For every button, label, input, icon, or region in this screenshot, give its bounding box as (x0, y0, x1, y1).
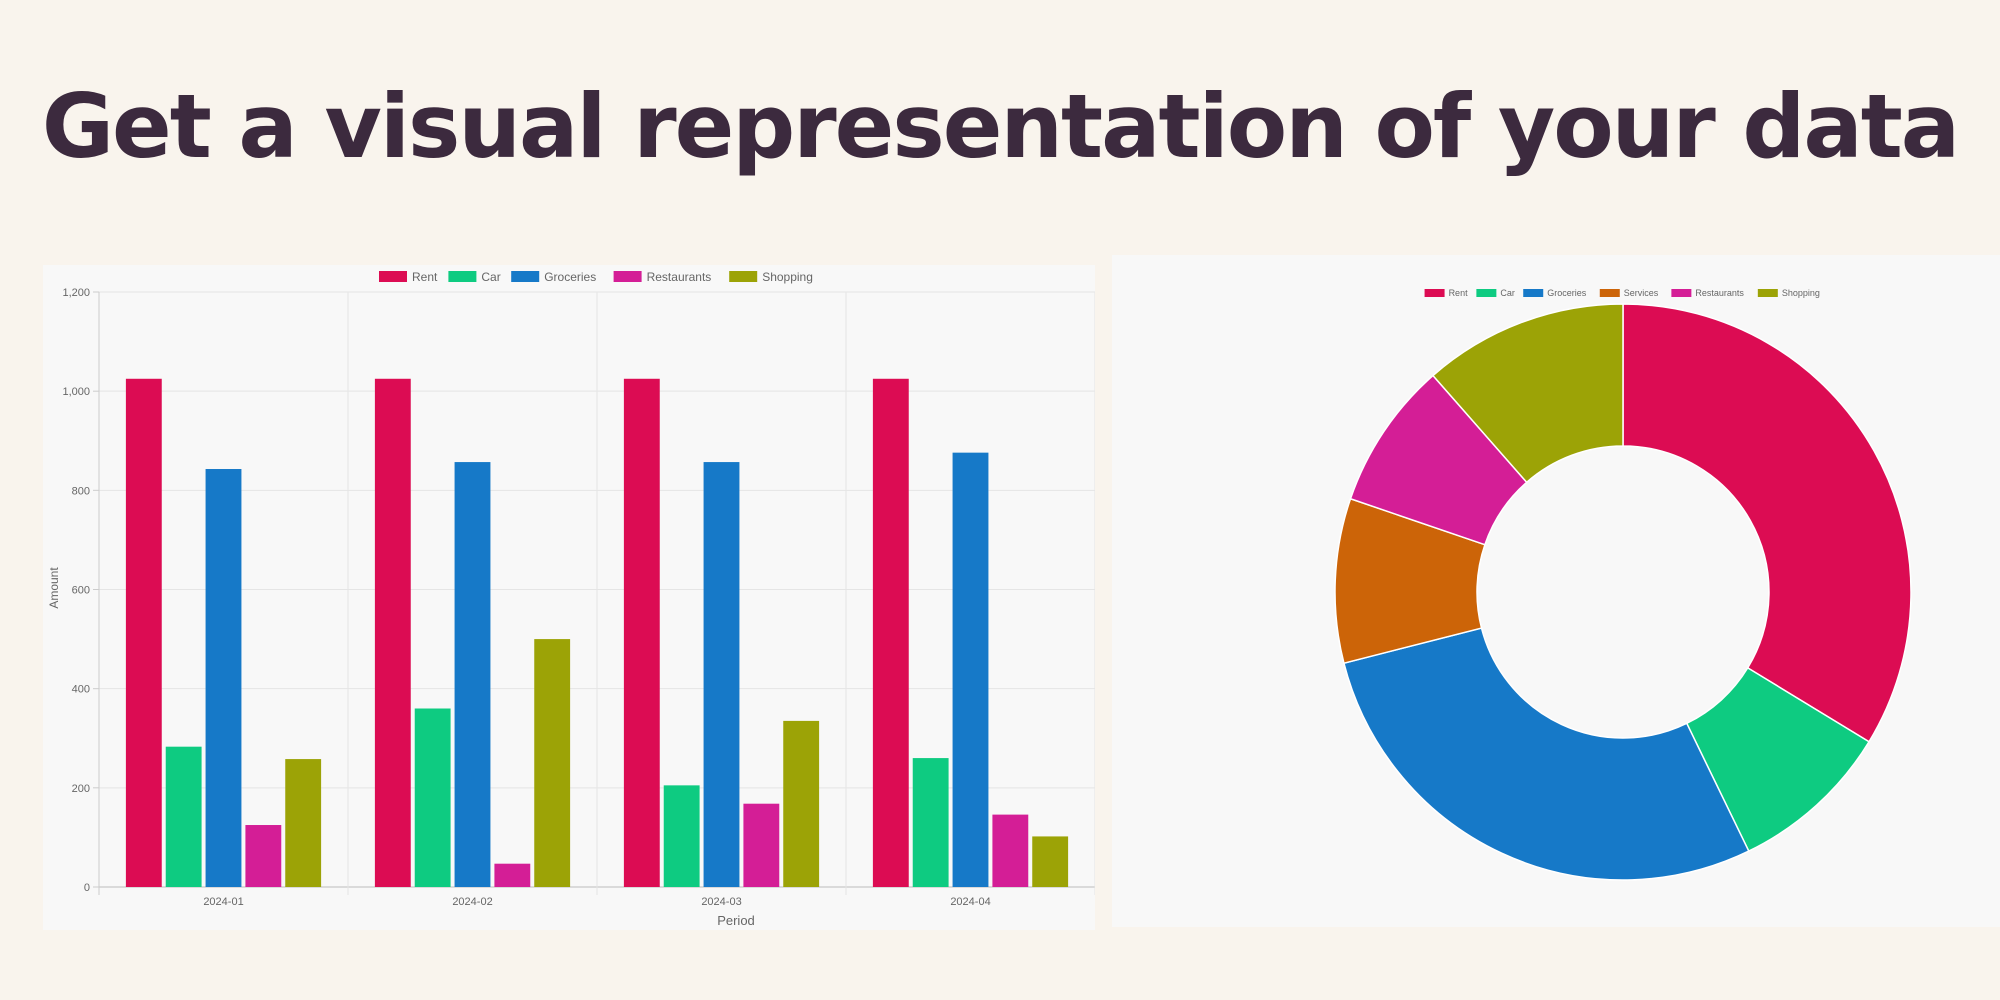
bar-shopping-2024-03 (783, 720, 820, 887)
legend-label-restaurants: Restaurants (647, 270, 712, 284)
bar-chart: 0 200 400 600 800 1,000 1,200 2024-01 2024-02 202… (47, 270, 1095, 928)
bar-chart-panel: 0 200 400 600 800 1,000 1,200 2024-01 2024-02 202… (43, 265, 1095, 930)
donut-legend: Rent Car Groceries Services Restaurants Shopp… (1424, 288, 1820, 298)
legend-swatch-services (1599, 289, 1620, 297)
bar-groceries-2024-01 (205, 469, 242, 887)
bar-restaurants-2024-03 (743, 803, 780, 887)
bar-car-2024-03 (663, 785, 700, 887)
legend-label-services: Services (1624, 288, 1659, 298)
x-tick-label: 2024-04 (950, 896, 990, 908)
page-headline: Get a visual representation of your data (41, 75, 1960, 178)
bar-legend: Rent Car Groceries Restaurants Shopping (379, 270, 813, 284)
legend-label-rent: Rent (412, 270, 438, 284)
bar-rent-2024-03 (623, 378, 660, 887)
legend-swatch-car (1476, 289, 1497, 297)
legend-label-shopping: Shopping (1782, 288, 1820, 298)
legend-swatch-shopping (729, 271, 758, 282)
slice-rent (1622, 303, 1912, 743)
bar-shopping-2024-02 (534, 639, 571, 887)
x-tick-label: 2024-03 (701, 896, 741, 908)
legend-swatch-car (448, 271, 477, 282)
legend-swatch-groceries (1523, 289, 1544, 297)
y-axis-title: Amount (47, 567, 61, 609)
y-tick-label: 0 (84, 882, 90, 894)
legend-label-shopping: Shopping (762, 270, 813, 284)
bar-groceries-2024-02 (454, 462, 491, 887)
donut-chart: Rent Car Groceries Services Restaurants Shopp… (1334, 288, 1912, 881)
x-tick-label: 2024-02 (452, 896, 492, 908)
bar-grid (98, 291, 1095, 895)
donut-slices (1334, 303, 1912, 881)
legend-label-car: Car (1500, 288, 1515, 298)
legend-swatch-shopping (1757, 289, 1778, 297)
bar-shopping-2024-01 (285, 759, 322, 887)
legend-swatch-groceries (511, 271, 540, 282)
x-tick-label: 2024-01 (203, 896, 243, 908)
y-tick-label: 800 (72, 485, 90, 497)
y-tick-label: 400 (72, 684, 90, 696)
x-axis-title: Period (717, 913, 755, 928)
slice-groceries (1343, 627, 1750, 881)
bar-rent-2024-04 (872, 378, 909, 887)
legend-swatch-rent (1424, 289, 1445, 297)
legend-label-rent: Rent (1449, 288, 1469, 298)
bar-groceries-2024-03 (703, 462, 740, 887)
bar-restaurants-2024-01 (245, 825, 282, 887)
bar-rent-2024-02 (374, 378, 411, 887)
bar-rent-2024-01 (125, 378, 162, 887)
bar-shopping-2024-04 (1032, 836, 1069, 887)
bar-car-2024-02 (414, 708, 451, 887)
bar-car-2024-04 (912, 758, 949, 887)
y-tick-label: 600 (72, 585, 90, 597)
legend-swatch-restaurants (1671, 289, 1692, 297)
y-tick-label: 1,000 (62, 386, 90, 398)
bar-restaurants-2024-04 (992, 814, 1029, 887)
legend-swatch-rent (379, 271, 407, 282)
y-tick-label: 1,200 (62, 287, 90, 299)
legend-label-groceries: Groceries (544, 270, 596, 284)
legend-swatch-restaurants (613, 271, 642, 282)
bar-axes: 0 200 400 600 800 1,000 1,200 2024-01 2024-02 202… (62, 287, 990, 908)
donut-chart-panel: Rent Car Groceries Services Restaurants Shopp… (1112, 255, 2000, 927)
bar-restaurants-2024-02 (494, 863, 531, 887)
y-tick-label: 200 (72, 783, 90, 795)
legend-label-car: Car (481, 270, 500, 284)
bar-marks (125, 378, 1069, 887)
legend-label-restaurants: Restaurants (1695, 288, 1744, 298)
slice-shopping (1431, 303, 1624, 484)
bar-groceries-2024-04 (952, 452, 989, 887)
legend-label-groceries: Groceries (1547, 288, 1587, 298)
bar-car-2024-01 (165, 746, 202, 887)
